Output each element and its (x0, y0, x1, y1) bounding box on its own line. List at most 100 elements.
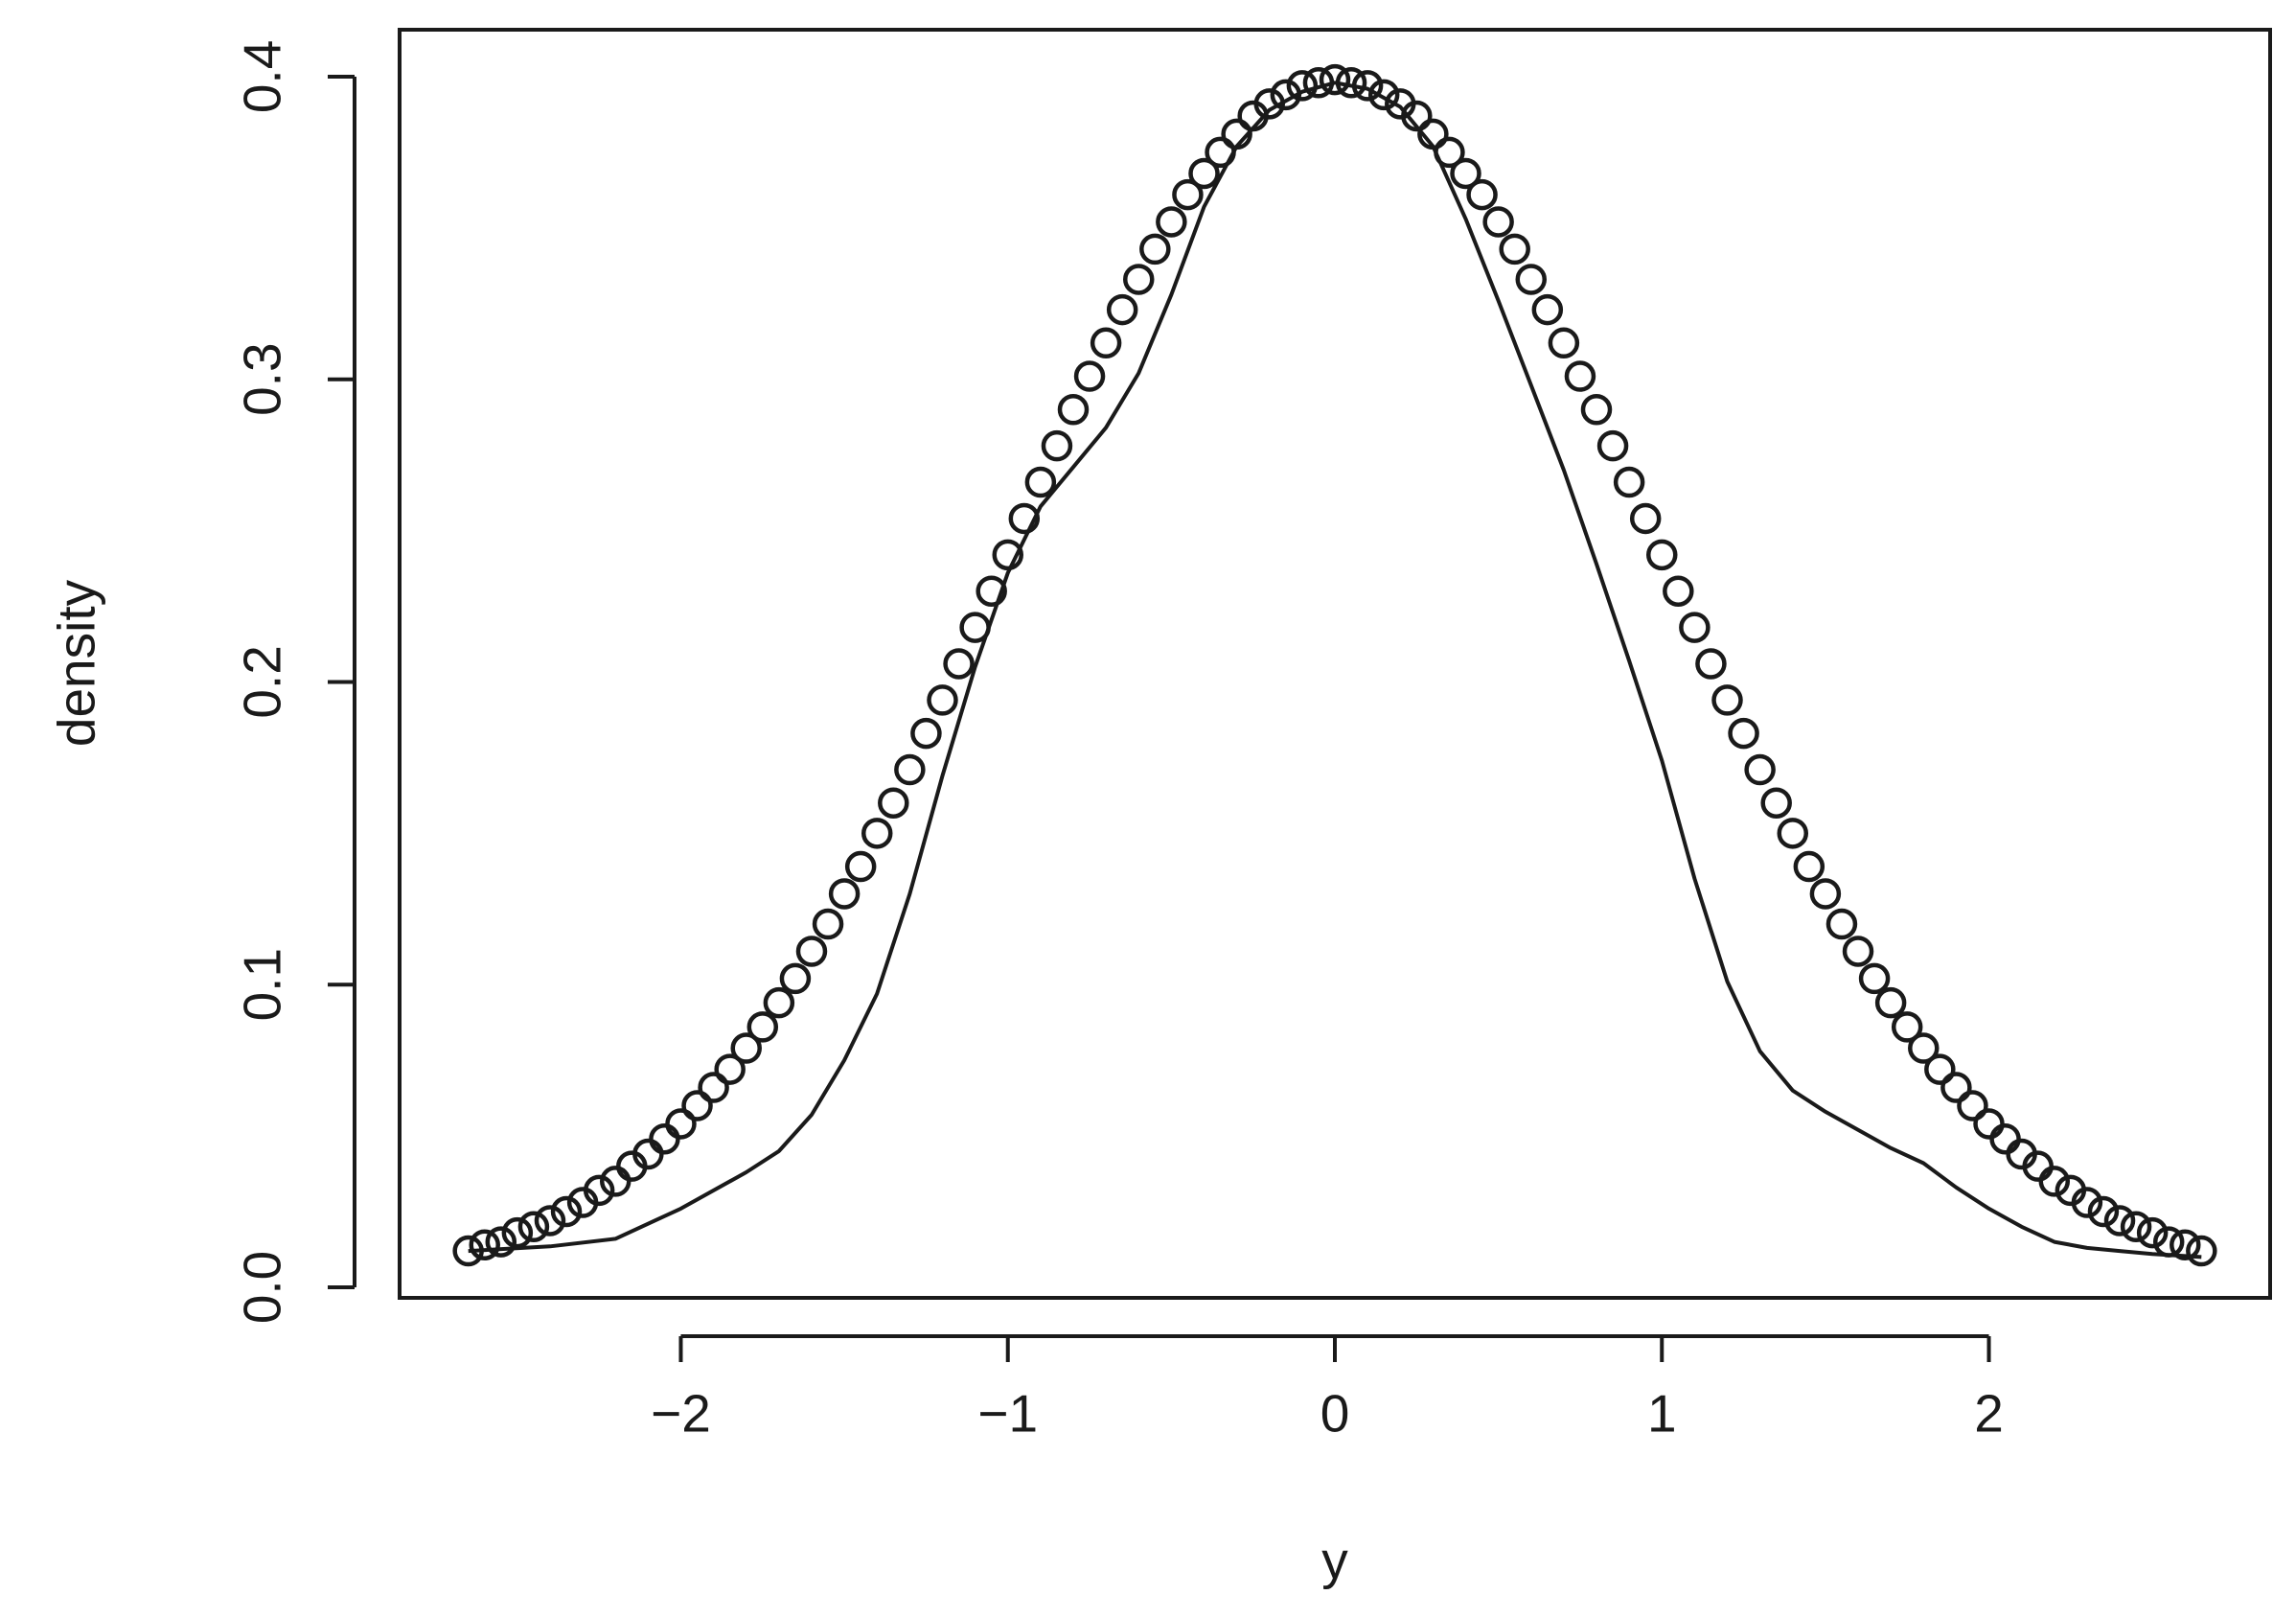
point (1695, 648, 1727, 680)
point (1842, 936, 1874, 967)
point (1367, 79, 1400, 111)
point (976, 575, 1007, 607)
density-line (468, 81, 2202, 1260)
point (1744, 753, 1776, 786)
point (2087, 1195, 2120, 1228)
point (1090, 327, 1122, 359)
point (1106, 293, 1138, 326)
point (2120, 1211, 2152, 1243)
point (1515, 264, 1548, 295)
point (2038, 1166, 2071, 1197)
point (1940, 1072, 1972, 1103)
point (779, 962, 812, 995)
point (1728, 717, 1759, 750)
point (583, 1174, 615, 1207)
x-axis-label: y (1321, 1531, 1348, 1590)
point (1957, 1090, 1988, 1121)
plot-frame (398, 28, 2272, 1300)
point (1809, 878, 1842, 910)
point (1874, 986, 1907, 1019)
point (878, 787, 909, 819)
point (1793, 850, 1825, 883)
point (1188, 157, 1220, 190)
point (1008, 502, 1041, 535)
point (992, 539, 1023, 571)
x-tick-label: 0 (1320, 1384, 1350, 1444)
point (698, 1072, 729, 1103)
point (1908, 1032, 1940, 1064)
point (1319, 63, 1351, 96)
y-tick-label: 0.4 (233, 40, 292, 113)
x-tick-label: −2 (651, 1384, 711, 1444)
point (1482, 206, 1514, 238)
point (1172, 178, 1204, 211)
point (1777, 818, 1809, 849)
y-tick-label: 0.3 (233, 342, 292, 415)
point (550, 1195, 583, 1228)
point (1858, 962, 1891, 995)
point (1711, 684, 1743, 716)
y-axis-label: density (47, 579, 106, 747)
point (517, 1211, 550, 1243)
point (1024, 466, 1057, 498)
point (1156, 206, 1187, 238)
point (1596, 429, 1629, 462)
x-tick-label: 1 (1647, 1384, 1677, 1444)
point (2170, 1229, 2201, 1260)
point (1564, 360, 1596, 392)
point (1924, 1053, 1956, 1085)
point (1825, 908, 1858, 940)
point (1286, 70, 1319, 102)
point (1629, 502, 1662, 535)
point (1041, 429, 1073, 462)
point (943, 648, 975, 680)
point (2186, 1235, 2217, 1267)
point (714, 1053, 746, 1085)
point (1548, 327, 1580, 359)
point (1450, 157, 1481, 190)
point (1989, 1122, 2021, 1155)
point (844, 850, 877, 883)
point (1580, 394, 1613, 426)
point (649, 1122, 680, 1155)
point (501, 1216, 534, 1249)
point (828, 878, 861, 910)
point (2136, 1216, 2169, 1249)
point (763, 986, 795, 1019)
point (2103, 1205, 2136, 1237)
point (1466, 178, 1498, 211)
point (1760, 787, 1792, 819)
point (1122, 264, 1155, 295)
point (1891, 1011, 1923, 1043)
y-tick-label: 0.0 (233, 1251, 292, 1324)
y-tick-label: 0.2 (233, 645, 292, 718)
point (746, 1011, 779, 1043)
point (469, 1229, 500, 1260)
point (1973, 1108, 2005, 1140)
point (894, 753, 926, 786)
point (1679, 612, 1711, 643)
point (534, 1205, 566, 1237)
point (1139, 233, 1171, 266)
point (1646, 539, 1678, 571)
point (681, 1090, 713, 1121)
point (1613, 466, 1645, 498)
point (730, 1032, 762, 1064)
point (1499, 233, 1530, 266)
point (485, 1226, 517, 1258)
point (927, 684, 958, 716)
point (1663, 575, 1694, 607)
point (795, 936, 828, 967)
y-tick-label: 0.1 (233, 948, 292, 1021)
x-tick-label: 2 (1974, 1384, 2004, 1444)
point (1531, 293, 1564, 326)
point (665, 1108, 697, 1140)
point (812, 908, 844, 940)
x-tick-label: −1 (977, 1384, 1038, 1444)
point (2071, 1187, 2103, 1218)
point (910, 717, 942, 750)
point (861, 818, 893, 849)
point (1057, 394, 1090, 426)
point (1073, 360, 1106, 392)
